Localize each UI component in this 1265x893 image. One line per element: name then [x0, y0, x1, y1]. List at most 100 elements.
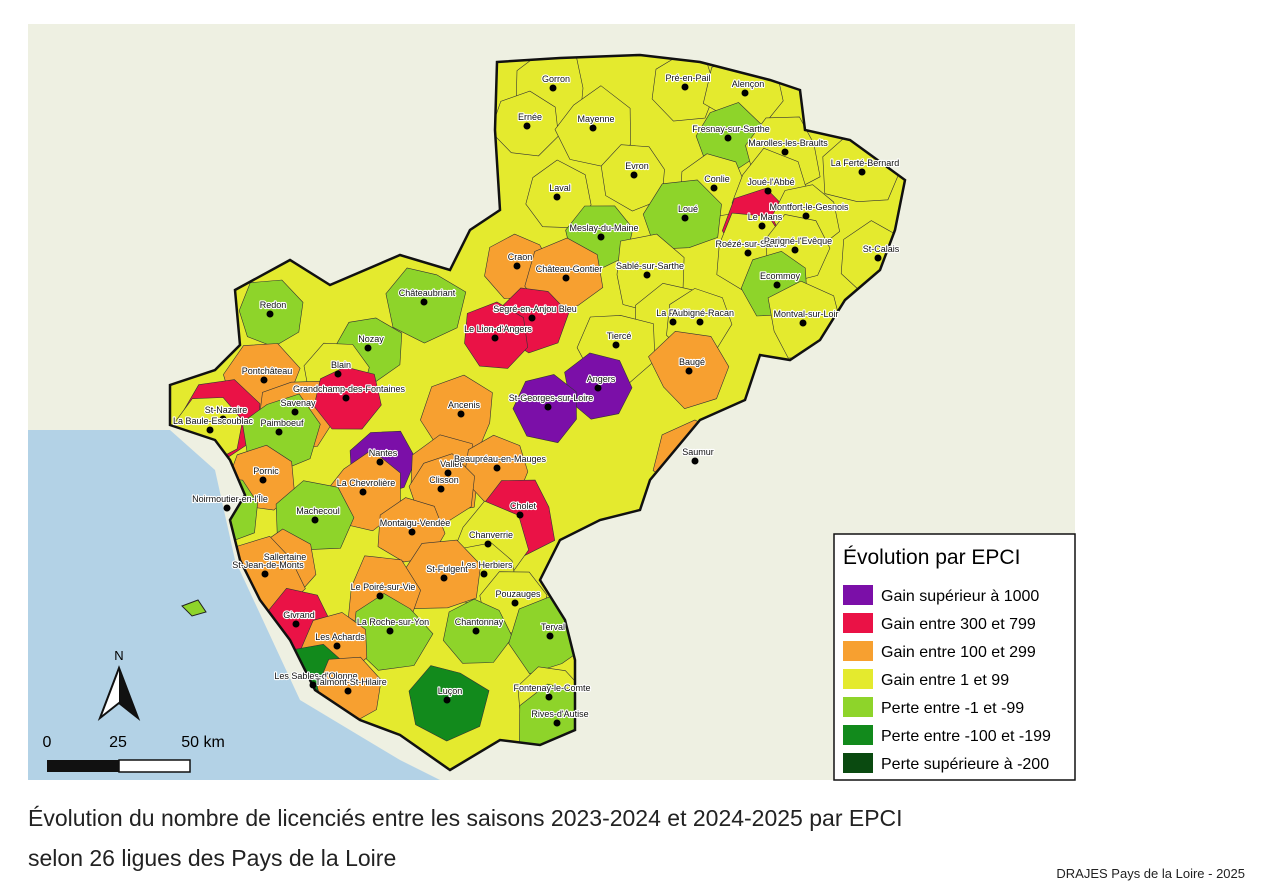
city-label: Roézé-sur-Sarthe: [715, 239, 786, 249]
city-label: Loué: [678, 204, 698, 214]
city-dot: [799, 319, 807, 327]
city-dot: [291, 408, 299, 416]
city-dot: [493, 464, 501, 472]
city-dot: [685, 367, 693, 375]
legend-label: Perte entre -1 et -99: [881, 700, 1024, 717]
city-dot: [219, 415, 227, 423]
city-label: Gorron: [542, 74, 570, 84]
legend-label: Gain entre 300 et 799: [881, 616, 1036, 633]
city-label: Montaigu-Vendée: [380, 518, 451, 528]
city-dot: [437, 485, 445, 493]
city-label: Saumur: [682, 447, 714, 457]
city-label: Les Sables-d'Olonne: [274, 671, 357, 681]
city-dot: [594, 384, 602, 392]
city-label: Cholet: [510, 501, 537, 511]
city-label: Sablé-sur-Sarthe: [616, 261, 684, 271]
city-label: Alençon: [732, 79, 765, 89]
city-label: Ancenis: [448, 400, 481, 410]
city-dot: [858, 168, 866, 176]
city-dot: [480, 570, 488, 578]
island: [181, 599, 207, 617]
city-label: St-Calais: [863, 244, 900, 254]
city-label: Terval: [541, 622, 565, 632]
city-label: Château-Gontier: [536, 264, 603, 274]
city-label: Montfort-le-Gesnois: [769, 202, 849, 212]
legend-swatch: [843, 725, 873, 745]
city-label: Chantonnay: [455, 617, 504, 627]
city-labels: Gorron Pré-en-Pail Alençon Ernée Mayenne Fres…: [172, 72, 901, 727]
city-label: Luçon: [438, 686, 463, 696]
city-label: Aubigné-Racan: [672, 308, 734, 318]
city-label: Beaupréau-en-Mauges: [454, 454, 547, 464]
city-label: La Chevrolière: [337, 478, 396, 488]
city-dot: [513, 262, 521, 270]
city-dot: [744, 249, 752, 257]
city-dot: [681, 214, 689, 222]
city-dot: [874, 254, 882, 262]
city-dot: [261, 570, 269, 578]
city-dot: [334, 370, 342, 378]
city-label: Blain: [331, 360, 351, 370]
city-dot: [376, 458, 384, 466]
city-label: Conlie: [704, 174, 730, 184]
city-label: Tiercé: [607, 331, 632, 341]
city-dot: [696, 318, 704, 326]
city-label: Evron: [625, 161, 649, 171]
city-label: Fontenay-le-Comte: [513, 683, 590, 693]
city-label: St-Jean-de-Monts: [232, 560, 304, 570]
city-dot: [710, 184, 718, 192]
city-label: St-Georges-sur-Loire: [509, 393, 594, 403]
city-dot: [420, 298, 428, 306]
city-label: Savenay: [280, 398, 316, 408]
epci-area: [385, 267, 467, 344]
city-dot: [309, 681, 317, 689]
city-dot: [511, 599, 519, 607]
city-dot: [440, 574, 448, 582]
city-label: Le Poiré-sur-Vie: [351, 582, 416, 592]
city-label: La Baule-Escoublac: [173, 416, 254, 426]
city-dot: [408, 528, 416, 536]
city-label: Les Achards: [315, 632, 365, 642]
legend-label: Perte entre -100 et -199: [881, 728, 1051, 745]
city-dot: [259, 476, 267, 484]
city-label: Pontchâteau: [242, 366, 293, 376]
city-dot: [223, 504, 231, 512]
city-label: Mayenne: [577, 114, 614, 124]
city-dot: [546, 632, 554, 640]
city-dot: [443, 696, 451, 704]
credit: DRAJES Pays de la Loire - 2025: [1056, 866, 1245, 881]
city-dot: [528, 314, 536, 322]
city-dot: [544, 403, 552, 411]
city-label: Craon: [508, 252, 533, 262]
epci-area: [512, 374, 577, 444]
city-label: Talmont-St-Hilaire: [315, 677, 387, 687]
city-label: Baugé: [679, 357, 705, 367]
epci-area: [408, 665, 490, 742]
city-dot: [376, 592, 384, 600]
city-label: Sallertaine: [264, 552, 307, 562]
city-dot: [491, 334, 499, 342]
city-label: Châteaubriant: [399, 288, 456, 298]
epci-area: [490, 90, 559, 157]
city-dot: [278, 562, 286, 570]
city-dot: [266, 310, 274, 318]
scale-segment: [118, 759, 191, 773]
city-label: Joué-l'Abbé: [747, 177, 794, 187]
city-dot: [260, 376, 268, 384]
city-label: St-Nazaire: [205, 405, 248, 415]
city-label: Givrand: [283, 610, 315, 620]
city-label: Segré-en-Anjou Bleu: [493, 304, 577, 314]
city-dot: [472, 627, 480, 635]
legend-swatch: [843, 585, 873, 605]
city-label: Le Lion-d'Angers: [464, 324, 532, 334]
city-dot: [342, 394, 350, 402]
legend-label: Perte supérieure à -200: [881, 756, 1049, 773]
city-dot: [364, 344, 372, 352]
sea: [28, 430, 440, 780]
city-label: Vallet: [440, 459, 462, 469]
scale-bar: 0 25 50 km: [43, 734, 225, 773]
city-label: Le Mans: [748, 212, 783, 222]
city-dot: [516, 511, 524, 519]
city-label: Nantes: [369, 448, 398, 458]
